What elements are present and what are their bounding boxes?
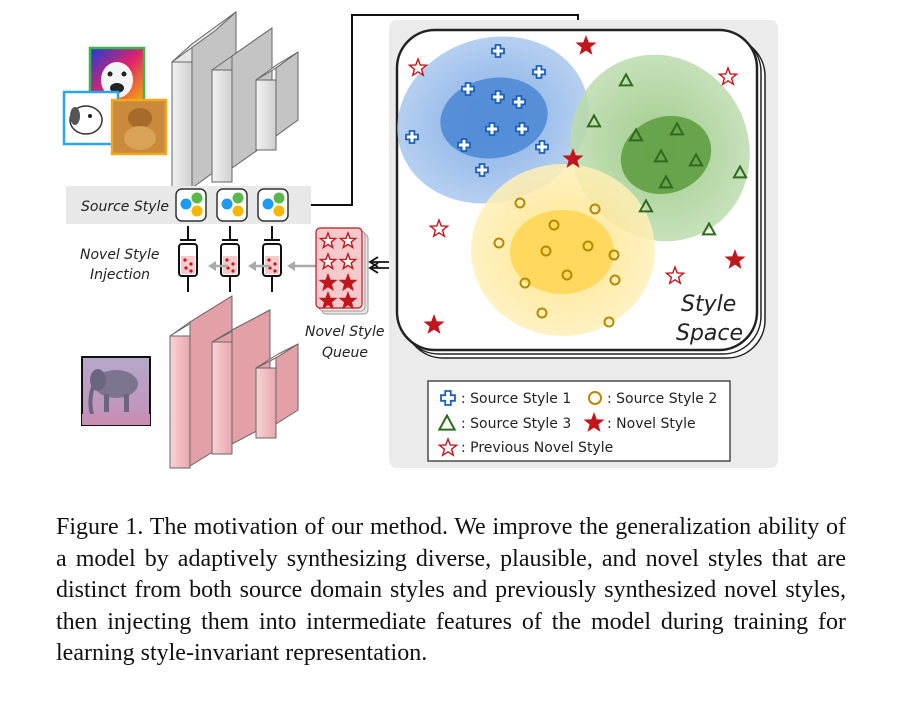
cross-marker-icon bbox=[532, 65, 546, 79]
triangle-marker-icon bbox=[658, 174, 674, 189]
legend-previous-novel-style: : Previous Novel Style bbox=[461, 440, 613, 456]
style-token-1 bbox=[175, 188, 207, 222]
figure-caption: Figure 1. The motivation of our method. … bbox=[56, 514, 846, 666]
legend-source-style-3: : Source Style 3 bbox=[461, 416, 571, 432]
style-clusters bbox=[397, 36, 750, 336]
circle-marker-icon bbox=[588, 391, 602, 405]
legend-source-style-1: : Source Style 1 bbox=[461, 391, 571, 407]
cluster-style-3-inner bbox=[620, 115, 712, 195]
star-marker-icon bbox=[423, 313, 445, 334]
syringe-icon bbox=[220, 226, 240, 292]
circle-marker-icon bbox=[561, 269, 573, 281]
cross-marker-icon bbox=[491, 90, 505, 104]
circle-marker-icon bbox=[540, 245, 552, 257]
circle-marker-icon bbox=[514, 197, 526, 209]
star-marker-icon bbox=[562, 147, 584, 168]
star-marker-icon bbox=[318, 252, 338, 271]
novel-style-injection-label: Novel Style Injection bbox=[80, 247, 164, 283]
triangle-marker-icon bbox=[653, 148, 669, 163]
circle-marker-icon bbox=[609, 274, 621, 286]
encoder-network bbox=[171, 11, 299, 208]
star-marker-icon bbox=[338, 291, 358, 310]
style-token-3 bbox=[257, 188, 289, 222]
star-marker-icon bbox=[338, 252, 358, 271]
triangle-marker-icon bbox=[732, 164, 748, 179]
cross-marker-icon bbox=[405, 130, 419, 144]
cross-marker-icon bbox=[457, 138, 471, 152]
syringes bbox=[178, 226, 282, 292]
source-style-label: Source Style bbox=[81, 199, 169, 215]
star-marker-icon bbox=[407, 56, 429, 77]
decoder-network bbox=[169, 295, 299, 469]
cross-marker-icon bbox=[475, 163, 489, 177]
star-marker-icon bbox=[318, 231, 338, 250]
triangle-marker-icon bbox=[618, 72, 634, 87]
cross-marker-icon bbox=[535, 140, 549, 154]
novel-style-queue bbox=[315, 227, 369, 315]
decoder-block-3 bbox=[255, 343, 299, 439]
style-markers bbox=[405, 34, 748, 334]
dog-collage-image bbox=[62, 46, 168, 156]
star-marker-icon bbox=[338, 273, 358, 292]
style-space-label: Style Space bbox=[676, 292, 743, 346]
cluster-style-2-inner bbox=[510, 210, 614, 294]
cross-marker-icon bbox=[515, 122, 529, 136]
star-marker-icon bbox=[717, 65, 739, 86]
cross-marker-icon bbox=[512, 95, 526, 109]
source-style-bar: Source Style bbox=[66, 186, 311, 224]
motivation-figure: Source Style Novel Style Injection bbox=[62, 11, 778, 469]
circle-marker-icon bbox=[548, 219, 560, 231]
triangle-marker-icon bbox=[669, 121, 685, 136]
star-marker-icon bbox=[318, 273, 338, 292]
cross-marker-icon bbox=[461, 82, 475, 96]
syringe-icon bbox=[262, 226, 282, 292]
legend-novel-style: : Novel Style bbox=[607, 416, 696, 432]
triangle-marker-icon bbox=[701, 221, 717, 236]
circle-marker-icon bbox=[603, 316, 615, 328]
novel-style-queue-label: Novel Style Queue bbox=[305, 324, 389, 361]
encoder-block-3 bbox=[255, 51, 299, 151]
legend-source-style-2: : Source Style 2 bbox=[607, 391, 717, 407]
legend: : Source Style 1 : Source Style 2 : Sour… bbox=[427, 380, 731, 462]
style-token-2 bbox=[216, 188, 248, 222]
triangle-marker-icon bbox=[688, 152, 704, 167]
star-marker-icon bbox=[575, 34, 597, 55]
star-marker-icon bbox=[724, 248, 746, 269]
circle-marker-icon bbox=[582, 240, 594, 252]
triangle-marker-icon bbox=[437, 413, 457, 431]
star-marker-icon bbox=[338, 231, 358, 250]
triangle-marker-icon bbox=[586, 113, 602, 128]
star-marker-icon bbox=[664, 264, 686, 285]
star-marker-icon bbox=[583, 411, 605, 432]
elephant-image bbox=[81, 356, 151, 426]
circle-marker-icon bbox=[536, 307, 548, 319]
circle-marker-icon bbox=[589, 203, 601, 215]
star-marker-icon bbox=[437, 436, 459, 457]
cross-marker-icon bbox=[491, 44, 505, 58]
triangle-marker-icon bbox=[628, 127, 644, 142]
cross-marker-icon bbox=[485, 122, 499, 136]
star-marker-icon bbox=[318, 291, 338, 310]
triangle-marker-icon bbox=[638, 198, 654, 213]
circle-marker-icon bbox=[519, 277, 531, 289]
syringe-icon bbox=[178, 226, 198, 292]
circle-marker-icon bbox=[493, 237, 505, 249]
cross-marker-icon bbox=[440, 390, 456, 406]
star-marker-icon bbox=[428, 217, 450, 238]
queue-to-syringe-arrows bbox=[208, 261, 316, 271]
circle-marker-icon bbox=[608, 249, 620, 261]
